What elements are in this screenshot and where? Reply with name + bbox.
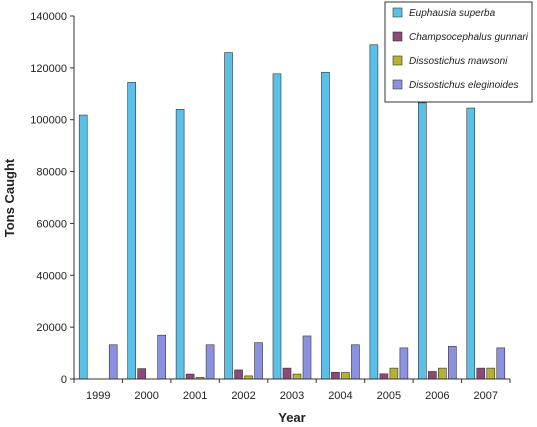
bar-2002-series-1	[224, 52, 233, 380]
x-tick-label: 2005	[377, 390, 401, 402]
bar-2006-series-1	[418, 102, 427, 380]
x-tick-label: 2007	[474, 390, 498, 402]
legend-swatch	[392, 79, 403, 90]
bar-1999-series-4	[108, 344, 118, 380]
bar-2007-series-4	[496, 347, 506, 380]
bar-2005-series-2	[379, 373, 389, 380]
bar-2003-series-2	[282, 367, 292, 380]
bar-2004-series-3	[341, 372, 350, 380]
y-axis-title: Tons Caught	[2, 158, 17, 237]
y-tick-label: 120000	[30, 63, 67, 75]
y-ticks: 0 20000 40000 60000 80000 100000 120000 140000	[30, 11, 74, 386]
legend-swatch	[392, 55, 403, 66]
bar-1999-series-1	[78, 114, 88, 380]
bar-2006-series-4	[448, 346, 457, 380]
legend: Euphausia superba Champsocephalus gunnari…	[384, 1, 533, 103]
y-tick-label: 80000	[36, 167, 67, 179]
bar-2007-series-3	[486, 367, 496, 380]
bar-2003-series-1	[272, 73, 282, 380]
bar-2002-series-2	[234, 369, 243, 380]
x-ticks: 1999 2000 2001 2002 2003 2004 2005 2006 2007	[73, 379, 511, 402]
x-tick-label: 2003	[280, 390, 304, 402]
y-tick-label: 0	[61, 374, 67, 386]
bar-2002-series-4	[254, 342, 263, 380]
bar-2000-series-4	[157, 334, 166, 380]
bar-2005-series-4	[399, 347, 409, 380]
y-tick-label: 100000	[30, 115, 67, 127]
y-tick-label: 140000	[30, 11, 67, 23]
y-tick-label: 60000	[36, 218, 67, 230]
bar-2001-series-2	[185, 373, 195, 380]
x-tick-label: 1999	[86, 390, 110, 402]
legend-box	[384, 1, 533, 103]
x-axis-title: Year	[278, 410, 305, 425]
legend-label: Dissostichus mawsoni	[409, 56, 508, 67]
bar-2000-series-2	[137, 368, 146, 380]
bar-2006-series-3	[438, 367, 447, 380]
bar-2004-series-2	[331, 371, 340, 380]
legend-label: Dissostichus eleginoides	[409, 80, 519, 91]
x-tick-label: 2004	[328, 390, 352, 402]
y-tick-label: 40000	[36, 270, 67, 282]
legend-label: Euphausia superba	[409, 8, 496, 19]
bar-2003-series-3	[292, 373, 302, 380]
legend-swatch	[392, 31, 403, 42]
legend-label: Champsocephalus gunnari	[409, 32, 529, 43]
legend-swatch	[392, 7, 403, 18]
x-tick-label: 2000	[134, 390, 158, 402]
bars-layer	[78, 44, 506, 380]
bar-2005-series-1	[369, 44, 379, 380]
bar-2001-series-4	[205, 344, 215, 380]
x-tick-label: 2006	[425, 390, 449, 402]
x-tick-label: 2002	[231, 390, 255, 402]
bar-2004-series-4	[351, 344, 360, 380]
y-tick-label: 20000	[36, 322, 67, 334]
bar-2007-series-1	[466, 107, 476, 380]
bar-2007-series-2	[476, 367, 486, 380]
bar-2005-series-3	[389, 367, 399, 380]
bar-2004-series-1	[321, 71, 330, 380]
bar-2006-series-2	[428, 371, 437, 380]
bar-2003-series-4	[302, 335, 312, 380]
bar-2000-series-1	[127, 82, 136, 380]
bar-2001-series-1	[175, 109, 185, 380]
x-tick-label: 2001	[183, 390, 207, 402]
